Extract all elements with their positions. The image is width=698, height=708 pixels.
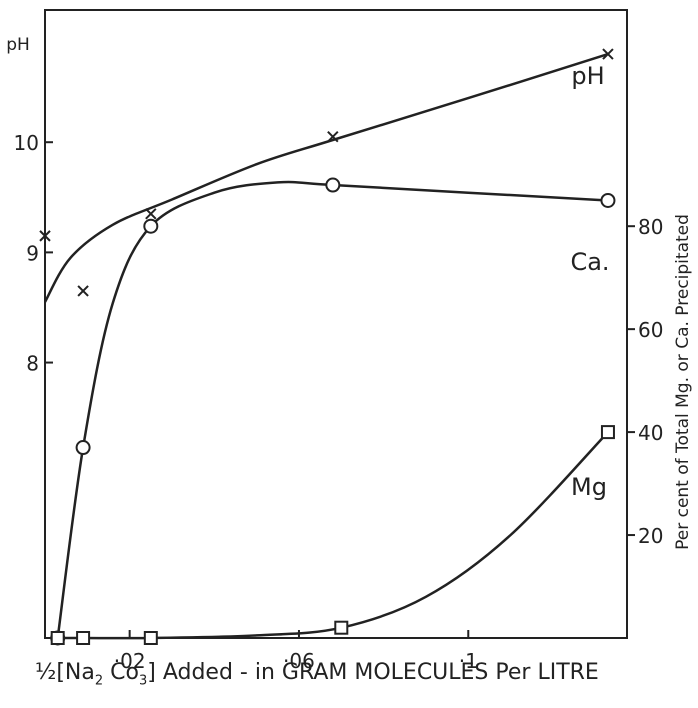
marker-stroke: [77, 285, 89, 297]
x-title-sub2: 3: [138, 673, 148, 689]
marker-stroke: [327, 130, 339, 143]
series-curves: [43, 52, 609, 640]
x-tick-label: ·06: [283, 649, 315, 673]
series-line-ca: [56, 180, 609, 639]
left-axis-title: pH: [6, 35, 30, 55]
marker-mg: [600, 425, 615, 440]
left-tick-label: 10: [14, 131, 39, 155]
right-tick-label: 60: [638, 318, 663, 342]
x-title-prefix: ½[Na: [35, 660, 95, 685]
marker-ca: [600, 192, 616, 208]
right-tick-label: 20: [638, 524, 663, 548]
plot-frame: [44, 9, 628, 639]
series-label-ca: Ca.: [570, 248, 609, 276]
marker-mg: [76, 631, 91, 645]
x-title-sub1: 2: [94, 673, 104, 689]
x-tick-label: ·1: [459, 649, 478, 673]
marker-ph: [327, 130, 339, 143]
marker-ph: [77, 285, 89, 297]
x-title-middle: Co: [103, 660, 139, 685]
marker-mg: [334, 620, 349, 635]
left-axis-ticks: 8 9 10: [14, 131, 53, 376]
marker-stroke: [39, 230, 51, 242]
right-tick-label: 80: [638, 215, 663, 239]
right-axis-title: Per cent of Total Mg. or Ca. Precipitate…: [673, 214, 693, 550]
marker-ca: [75, 440, 91, 456]
series-label-mg: Mg: [571, 473, 607, 501]
marker-stroke: [145, 208, 157, 220]
series-line-ph: [43, 52, 609, 303]
marker-mg: [143, 631, 158, 645]
marker-ph: [39, 230, 51, 242]
x-title-suffix: ] Added - in GRAM MOLECULES Per LITRE: [147, 660, 599, 685]
left-tick-label: 8: [26, 352, 39, 376]
series-markers: [39, 48, 616, 646]
series-line-mg: [57, 431, 609, 640]
x-axis-ticks: ·02 ·06 ·1: [114, 630, 478, 673]
x-axis-title: ½[Na2 Co3] Added - in GRAM MOLECULES Per…: [35, 660, 599, 688]
left-tick-label: 9: [26, 241, 39, 265]
right-axis-ticks: 20 40 60 80: [627, 215, 663, 548]
marker-ca: [325, 177, 341, 193]
marker-ca: [143, 218, 159, 234]
series-labels: pH Ca. Mg: [570, 62, 609, 501]
right-tick-label: 40: [638, 421, 663, 445]
marker-mg: [50, 631, 65, 645]
marker-ph: [602, 48, 614, 60]
series-label-ph: pH: [571, 62, 604, 90]
marker-stroke: [602, 48, 614, 60]
marker-ph: [145, 208, 157, 220]
x-tick-label: ·02: [114, 649, 146, 673]
